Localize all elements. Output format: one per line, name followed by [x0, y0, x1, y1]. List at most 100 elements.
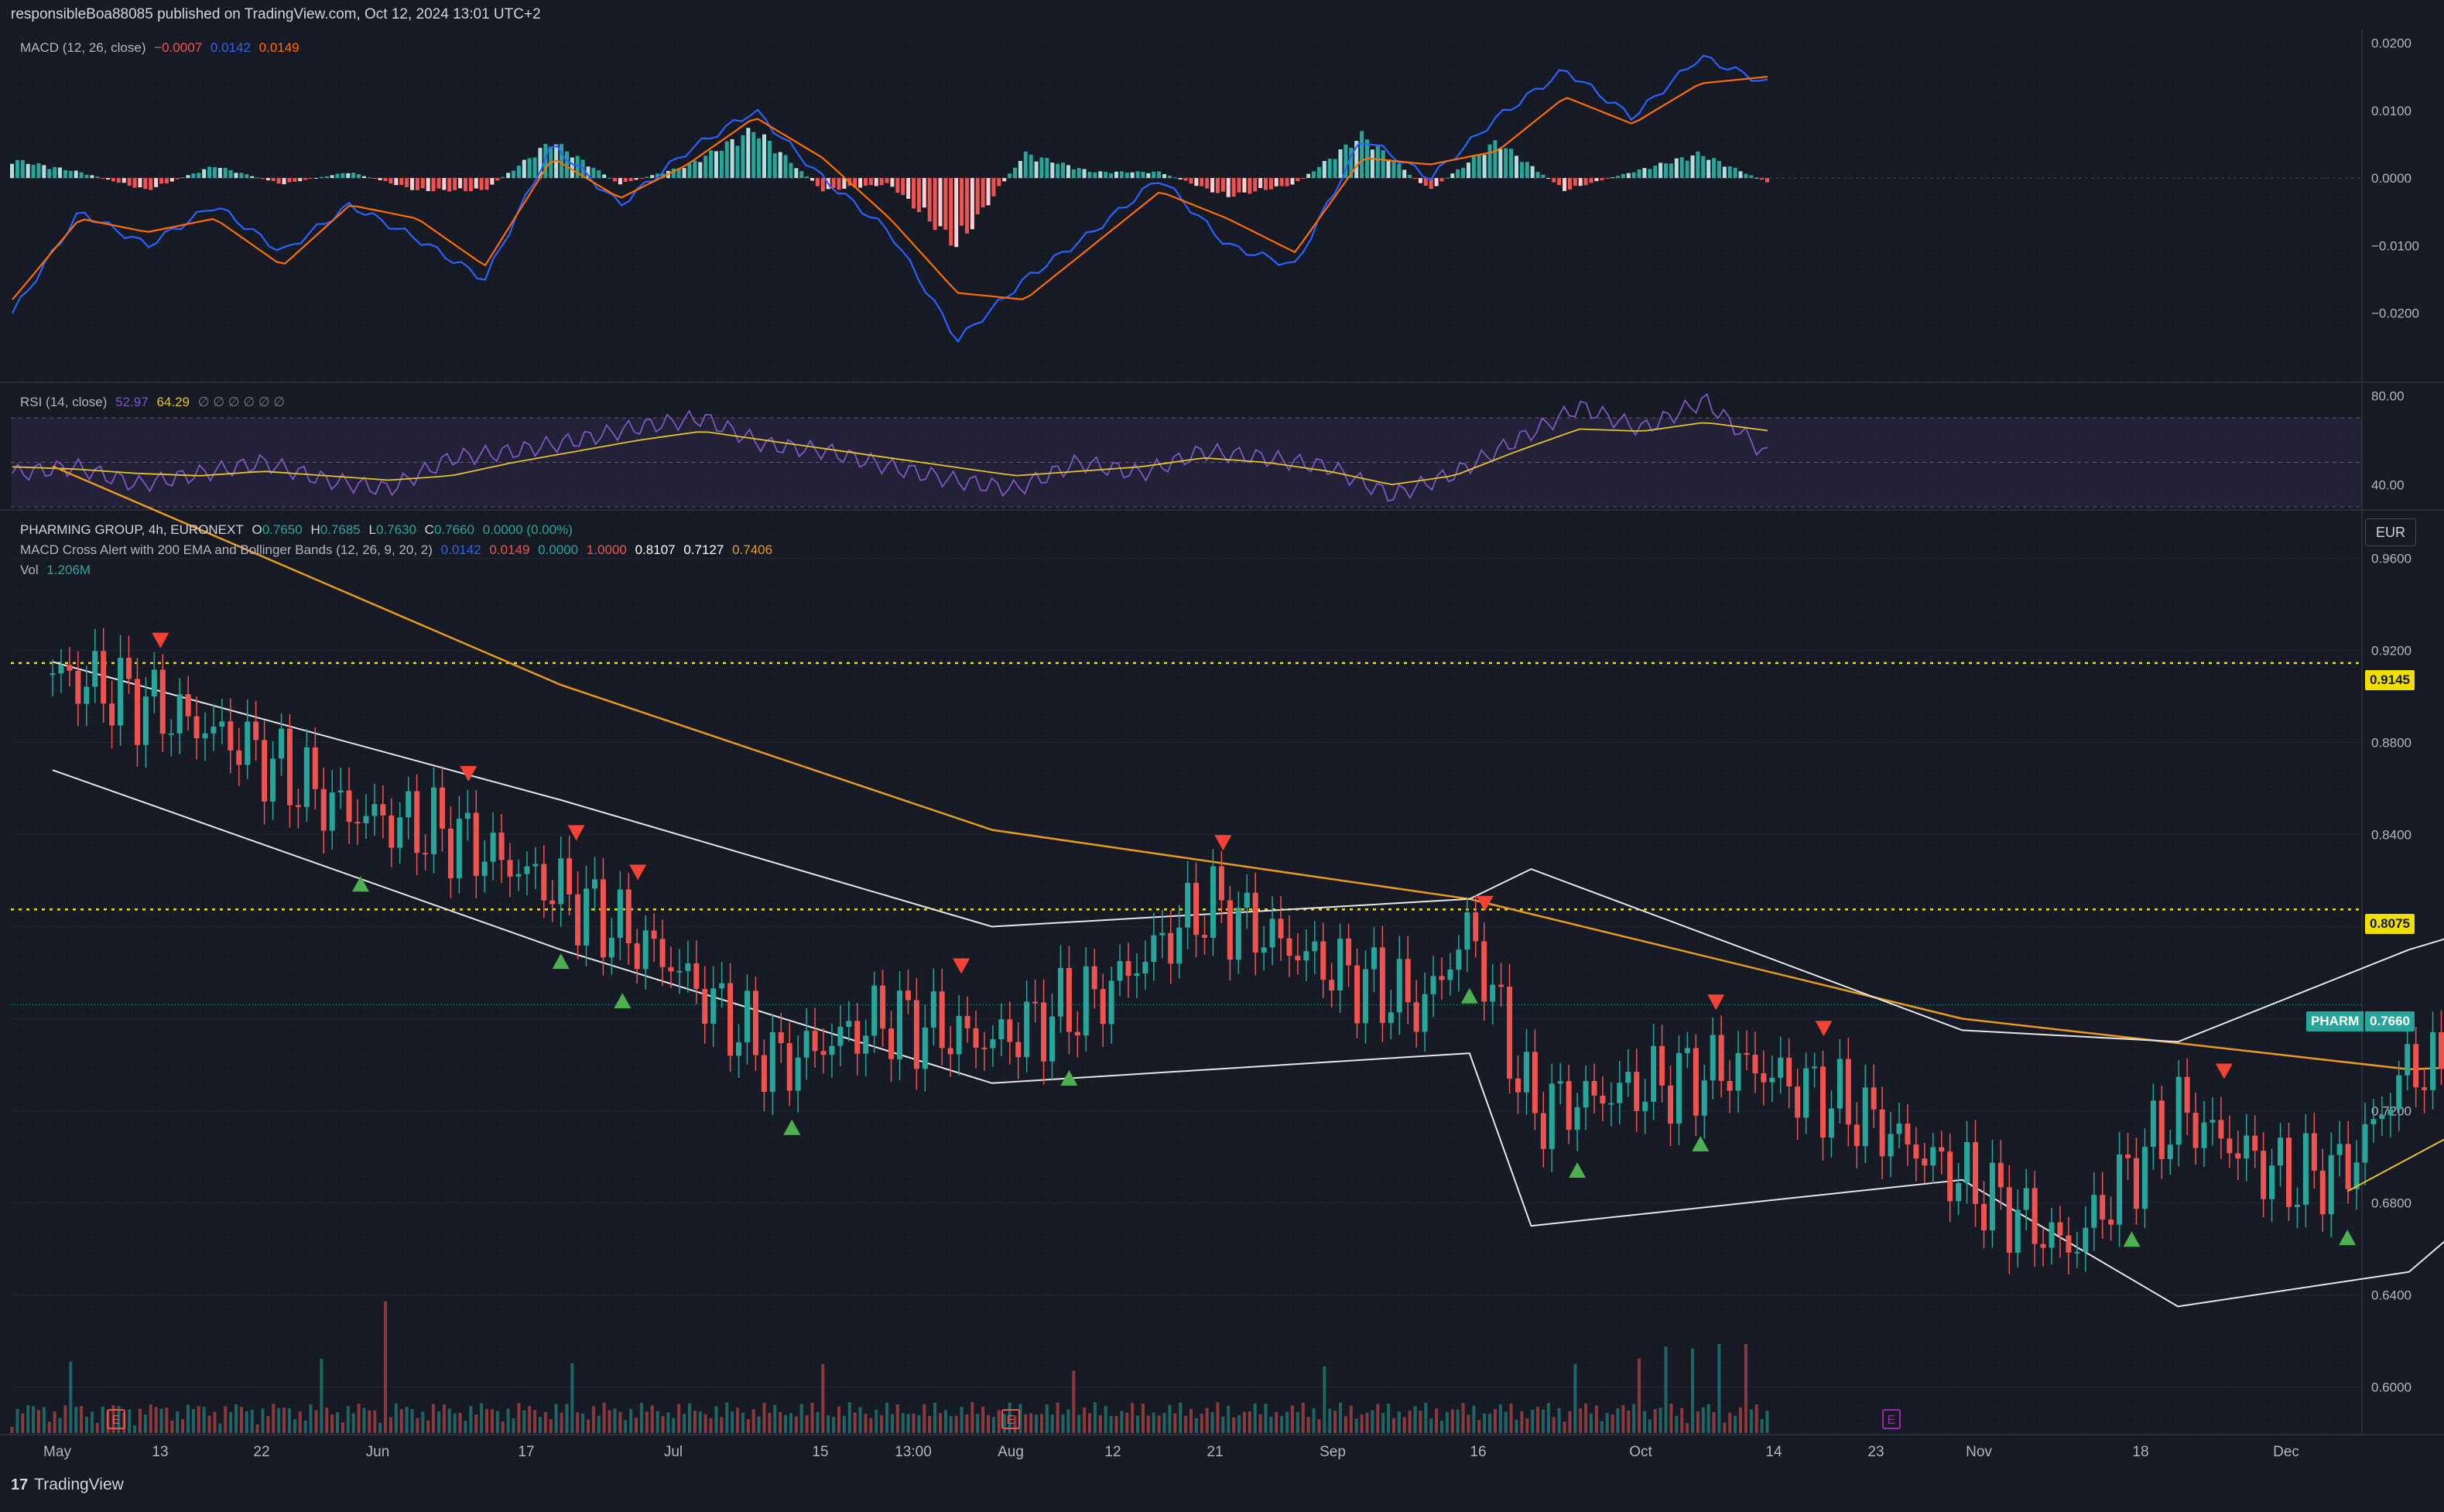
macd-histogram-bar: [1674, 158, 1679, 179]
macd-histogram-bar: [1738, 171, 1743, 179]
macd-histogram-bar: [341, 173, 345, 179]
volume-bar: [1125, 1412, 1129, 1433]
candle-body: [1591, 1080, 1597, 1096]
candle-body: [346, 790, 352, 823]
x-tick-label: 14: [1765, 1444, 1782, 1460]
macd-histogram-bar: [1648, 169, 1652, 179]
macd-legend[interactable]: MACD (12, 26, close) −0.0007 0.0142 0.01…: [20, 40, 304, 56]
macd-histogram-bar: [762, 134, 766, 179]
candle-body: [541, 864, 547, 901]
volume-bar: [149, 1404, 152, 1433]
candle-body: [1473, 912, 1479, 942]
candle-body: [2413, 1044, 2419, 1088]
candle-body: [176, 694, 183, 734]
candle-body: [126, 658, 132, 679]
sell-signal-icon: [2215, 1063, 2233, 1079]
macd-histogram-bar: [1509, 149, 1514, 179]
candle-body: [456, 819, 462, 879]
macd-histogram-bar: [975, 178, 980, 214]
macd-histogram-bar: [1322, 161, 1326, 179]
candle-body: [567, 858, 573, 895]
volume-bar: [581, 1413, 585, 1433]
volume-bar: [176, 1411, 180, 1433]
macd-histogram-bar: [1077, 168, 1081, 179]
macd-histogram-bar: [1760, 178, 1765, 180]
volume-bar: [362, 1408, 366, 1433]
candle-body: [1896, 1124, 1902, 1134]
volume-bar: [1296, 1411, 1299, 1433]
macd-histogram-bar: [175, 178, 180, 180]
candle-body: [2108, 1220, 2114, 1225]
indicator-val-bb-upper: 0.8107: [635, 542, 676, 557]
volume-bar: [1627, 1410, 1631, 1433]
macd-histogram-bar: [197, 173, 201, 179]
volume-bar: [1104, 1406, 1107, 1433]
volume-bar: [1381, 1412, 1385, 1433]
macd-legend-hist: −0.0007: [154, 40, 203, 55]
macd-histogram-bar: [1200, 178, 1204, 186]
macd-histogram-bar: [1583, 178, 1588, 186]
candle-body: [837, 1026, 844, 1046]
volume-bar: [1157, 1415, 1161, 1433]
macd-histogram-bar: [42, 165, 46, 179]
candle-body: [939, 991, 945, 1048]
currency-button[interactable]: EUR: [2365, 518, 2416, 546]
volume-bar: [287, 1408, 291, 1433]
candle-body: [761, 1055, 767, 1093]
volume-bar: [490, 1409, 494, 1433]
footer[interactable]: 17 TradingView: [11, 1476, 124, 1494]
macd-histogram-bar: [1061, 162, 1066, 179]
macd-histogram-bar: [1290, 178, 1295, 185]
macd-histogram-bar: [1493, 140, 1498, 179]
candle-body: [685, 963, 691, 971]
symbol-title[interactable]: PHARMING GROUP, 4h, EURONEXT: [20, 522, 244, 537]
macd-histogram-bar: [724, 141, 729, 179]
volume-bar: [309, 1404, 313, 1433]
volume-bar: [21, 1413, 25, 1433]
volume-bar: [1077, 1415, 1081, 1433]
macd-histogram-bar: [1482, 155, 1487, 179]
macd-histogram-bar: [906, 178, 911, 199]
candle-body: [185, 694, 191, 717]
volume-bar: [474, 1415, 478, 1433]
macd-histogram-bar: [831, 178, 836, 188]
candle-body: [92, 651, 98, 687]
macd-histogram-bar: [447, 178, 452, 192]
macd-histogram-bar: [1408, 174, 1412, 179]
candle-body: [2057, 1222, 2063, 1236]
volume-bar: [1579, 1408, 1583, 1433]
candle-body: [2244, 1135, 2250, 1159]
candle-body: [863, 1035, 869, 1054]
volume-bar: [1141, 1404, 1145, 1433]
volume-legend[interactable]: Vol 1.206M: [20, 563, 95, 578]
candle-body: [1718, 1035, 1724, 1081]
macd-histogram-bar: [324, 176, 329, 179]
volume-bar: [197, 1406, 200, 1433]
candle-body: [397, 817, 403, 848]
rsi-legend[interactable]: RSI (14, close) 52.97 64.29 ∅ ∅ ∅ ∅ ∅ ∅: [20, 395, 289, 410]
volume-bar: [1136, 1415, 1140, 1433]
candle-body: [2302, 1133, 2309, 1205]
macd-histogram-bar: [1082, 169, 1087, 179]
main-legend[interactable]: PHARMING GROUP, 4h, EURONEXT O0.7650 H0.…: [20, 522, 577, 538]
macd-histogram-bar: [671, 168, 676, 179]
macd-histogram-bar: [1167, 176, 1172, 179]
candle-body: [1812, 1066, 1818, 1069]
volume-bar: [1152, 1412, 1155, 1433]
macd-histogram-bar: [949, 178, 953, 246]
candle-body: [1557, 1081, 1563, 1084]
indicator-legend[interactable]: MACD Cross Alert with 200 EMA and Bollin…: [20, 542, 777, 558]
candle-body: [1888, 1134, 1894, 1157]
volume-bar: [1413, 1406, 1417, 1433]
macd-histogram-bar: [1498, 149, 1503, 179]
macd-histogram-bar: [1146, 173, 1151, 179]
volume-bar: [464, 1421, 467, 1433]
macd-histogram-bar: [623, 178, 628, 182]
macd-histogram-bar: [442, 178, 447, 190]
macd-histogram-bar: [58, 167, 63, 179]
candle-body: [1786, 1057, 1792, 1087]
macd-histogram-bar: [207, 166, 212, 179]
candle-body: [1820, 1066, 1826, 1138]
